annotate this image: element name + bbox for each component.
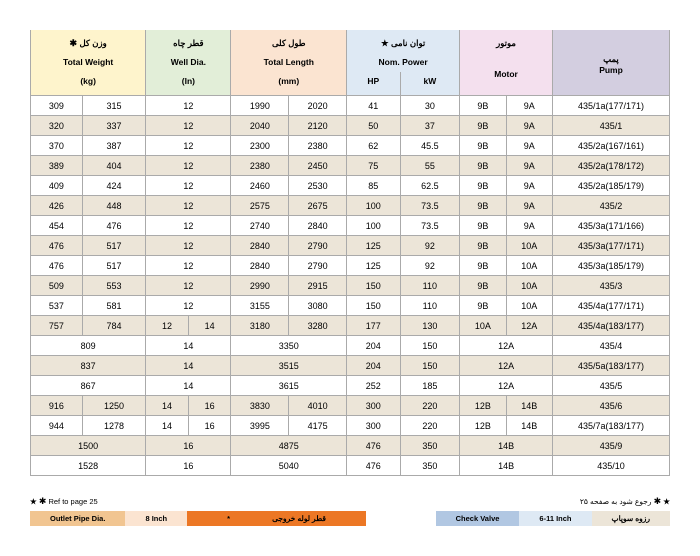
table-row: 40942412246025308562.59B9A435/2a(185/179… (31, 176, 670, 196)
header-length: طول کلی (231, 30, 347, 53)
table-row: 150016487547635014B435/9 (31, 436, 670, 456)
footnote-left: ★ ✱ Ref to page 25 (30, 496, 98, 507)
header-weight: ✱ وزن کل (31, 30, 146, 53)
header-power: ★ توان نامی (347, 30, 460, 53)
header-motor: موتور (460, 30, 553, 53)
table-row: 4765171228402790125929B10A435/3a(177/171… (31, 236, 670, 256)
header-welldia: قطر چاه (146, 30, 231, 53)
table-row: 83714351520415012A435/5a(183/177) (31, 356, 670, 376)
table-row: 86714361525218512A435/5 (31, 376, 670, 396)
footer: ★ ✱ Ref to page 25 رجوع شود به صفحه ۲۵ ✱… (30, 496, 670, 526)
table-row: 454476122740284010073.59B9A435/3a(171/16… (31, 216, 670, 236)
pump-spec-table: ✱ وزن کل قطر چاه طول کلی ★ توان نامی موت… (30, 30, 670, 476)
table-row: 53758112315530801501109B10A435/4a(177/17… (31, 296, 670, 316)
table-row: 916125014163830401030022012B14B435/6 (31, 396, 670, 416)
table-row: 152816504047635014B435/10 (31, 456, 670, 476)
table-row: 309315121990202041309B9A435/1a(177/171) (31, 96, 670, 116)
table-row: 50955312299029151501109B10A435/3 (31, 276, 670, 296)
table-row: 4765171228402790125929B10A435/3a(185/179… (31, 256, 670, 276)
table-row: 320337122040212050379B9A435/1 (31, 116, 670, 136)
table-row: 944127814163995417530022012B14B435/7a(18… (31, 416, 670, 436)
table-row: 75778412143180328017713010A12A435/4a(183… (31, 316, 670, 336)
table-row: 37038712230023806245.59B9A435/2a(167/161… (31, 136, 670, 156)
footnote-right: رجوع شود به صفحه ۲۵ ✱ ★ (580, 496, 670, 507)
table-row: 80914335020415012A435/4 (31, 336, 670, 356)
header-pump: پمپPump (553, 30, 670, 96)
valve-bar: Check Valve 6-11 Inch رزوه سوپاپ (436, 511, 670, 526)
outlet-bar: Outlet Pipe Dia. 8 Inch * قطر لوله خروجی (30, 511, 366, 526)
table-row: 389404122380245075559B9A435/2a(178/172) (31, 156, 670, 176)
table-row: 426448122575267510073.59B9A435/2 (31, 196, 670, 216)
